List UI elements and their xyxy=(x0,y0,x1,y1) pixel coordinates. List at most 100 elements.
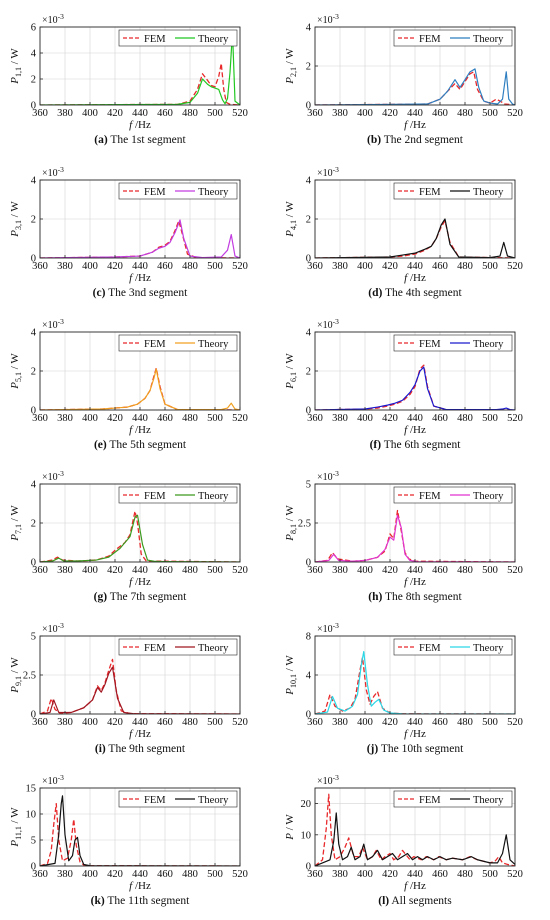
y-tick-label: 0 xyxy=(306,862,311,873)
chart-panel-i: 360 380 400 420 440 460 480 500 520 0 2.5 5 ×10-3 P9,… xyxy=(9,621,248,755)
x-tick-label: 440 xyxy=(132,869,148,880)
y-axis-label: P9,1 / W xyxy=(9,657,23,694)
panel-caption: (a) The 1st segment xyxy=(94,134,186,146)
x-tick-label: 520 xyxy=(232,717,248,728)
x-tick-label: 400 xyxy=(82,717,98,728)
y-label-symbol: P xyxy=(9,77,21,85)
legend-fem-label: FEM xyxy=(144,34,166,45)
x-tick-label: 480 xyxy=(457,869,473,880)
x-tick-label: 500 xyxy=(207,261,223,272)
caption-text: The 3nd segment xyxy=(105,287,188,299)
chart-panel-k: 360 380 400 420 440 460 480 500 520 0 5 10 15 ×10-3 P1… xyxy=(9,773,248,907)
exponent-power: -3 xyxy=(58,165,64,174)
exponent-power: -3 xyxy=(333,12,339,21)
y-exponent-label: ×10-3 xyxy=(317,469,339,483)
theory-series-line xyxy=(315,68,515,105)
x-axis-label: f /Hz xyxy=(129,119,151,131)
x-tick-label: 380 xyxy=(57,413,73,424)
x-label-unit: /Hz xyxy=(407,119,426,131)
x-axis-label: f /Hz xyxy=(129,880,151,892)
x-tick-label: 500 xyxy=(207,869,223,880)
caption-text: The 5th segment xyxy=(107,439,187,451)
x-tick-label: 400 xyxy=(82,869,98,880)
panel-caption: (j) The 10th segment xyxy=(367,743,464,755)
y-tick-label: 2 xyxy=(31,519,36,530)
y-tick-label: 4 xyxy=(306,671,312,682)
legend-theory-label: Theory xyxy=(198,491,229,502)
y-axis-label: P2,1 / W xyxy=(284,48,298,85)
caption-tag: (b) xyxy=(367,134,381,146)
x-tick-label: 480 xyxy=(182,108,198,119)
x-tick-label: 440 xyxy=(407,413,423,424)
exponent-base: ×10 xyxy=(317,472,333,483)
y-exponent-label: ×10-3 xyxy=(42,621,64,635)
exponent-power: -3 xyxy=(58,317,64,326)
exponent-power: -3 xyxy=(333,165,339,174)
exponent-base: ×10 xyxy=(317,624,333,635)
x-label-symbol: f xyxy=(404,880,409,892)
y-axis-label: P8,1 / W xyxy=(284,505,298,542)
panel-caption: (g) The 7th segment xyxy=(94,591,188,603)
y-tick-label: 0 xyxy=(31,710,36,721)
y-tick-label: 4 xyxy=(31,480,37,491)
x-tick-label: 480 xyxy=(182,717,198,728)
x-axis-label: f /Hz xyxy=(404,424,426,436)
y-label-unit: / W xyxy=(284,505,296,524)
x-tick-label: 520 xyxy=(232,869,248,880)
y-exponent-label: ×10-3 xyxy=(42,12,64,26)
x-tick-label: 460 xyxy=(432,261,448,272)
x-tick-label: 440 xyxy=(407,565,423,576)
x-label-unit: /Hz xyxy=(132,880,151,892)
x-tick-label: 440 xyxy=(132,108,148,119)
caption-tag: (c) xyxy=(93,287,106,299)
x-axis-label: f /Hz xyxy=(129,728,151,740)
y-tick-label: 0 xyxy=(31,254,36,265)
exponent-power: -3 xyxy=(58,773,64,782)
x-tick-label: 400 xyxy=(357,565,373,576)
y-label-subscript: 3,1 xyxy=(14,220,23,230)
y-axis-label: P4,1 / W xyxy=(284,201,298,238)
legend-theory-label: Theory xyxy=(473,795,504,806)
caption-text: The 7th segment xyxy=(107,591,187,603)
x-tick-label: 460 xyxy=(157,869,173,880)
x-label-unit: /Hz xyxy=(132,728,151,740)
y-label-unit: / W xyxy=(9,505,21,524)
x-axis-label: f /Hz xyxy=(129,272,151,284)
y-tick-label: 0 xyxy=(31,558,36,569)
y-label-unit: / W xyxy=(284,353,296,372)
x-tick-label: 480 xyxy=(457,717,473,728)
x-tick-label: 460 xyxy=(432,413,448,424)
x-tick-label: 460 xyxy=(157,717,173,728)
x-tick-label: 400 xyxy=(82,565,98,576)
caption-tag: (a) xyxy=(94,134,108,146)
x-tick-label: 360 xyxy=(307,869,323,880)
x-tick-label: 500 xyxy=(482,108,498,119)
y-tick-label: 0 xyxy=(31,406,36,417)
y-tick-label: 2 xyxy=(31,75,36,86)
y-label-subscript: 2,1 xyxy=(289,67,298,77)
x-tick-label: 440 xyxy=(132,413,148,424)
exponent-base: ×10 xyxy=(42,320,58,331)
y-label-symbol: P xyxy=(9,534,21,542)
legend-fem-label: FEM xyxy=(144,339,166,350)
x-tick-label: 460 xyxy=(157,261,173,272)
chart-panel-b: 360 380 400 420 440 460 480 500 520 0 2 4 ×10-3 P2,1 … xyxy=(284,12,523,146)
y-label-unit: / W xyxy=(9,48,21,67)
legend-theory-label: Theory xyxy=(198,795,229,806)
y-exponent-label: ×10-3 xyxy=(317,773,339,787)
legend: FEM Theory xyxy=(393,790,513,808)
y-tick-label: 5 xyxy=(306,480,311,491)
fem-series-line xyxy=(40,62,240,105)
x-axis-label: f /Hz xyxy=(404,880,426,892)
y-tick-label: 2 xyxy=(31,367,36,378)
y-label-subscript: 10,1 xyxy=(289,674,298,688)
exponent-power: -3 xyxy=(333,317,339,326)
x-tick-label: 500 xyxy=(482,413,498,424)
exponent-power: -3 xyxy=(58,469,64,478)
y-label-subscript: 8,1 xyxy=(289,524,298,534)
caption-text: The 9th segment xyxy=(106,743,186,755)
exponent-base: ×10 xyxy=(42,15,58,26)
y-label-unit: / W xyxy=(284,814,296,833)
exponent-base: ×10 xyxy=(317,168,333,179)
